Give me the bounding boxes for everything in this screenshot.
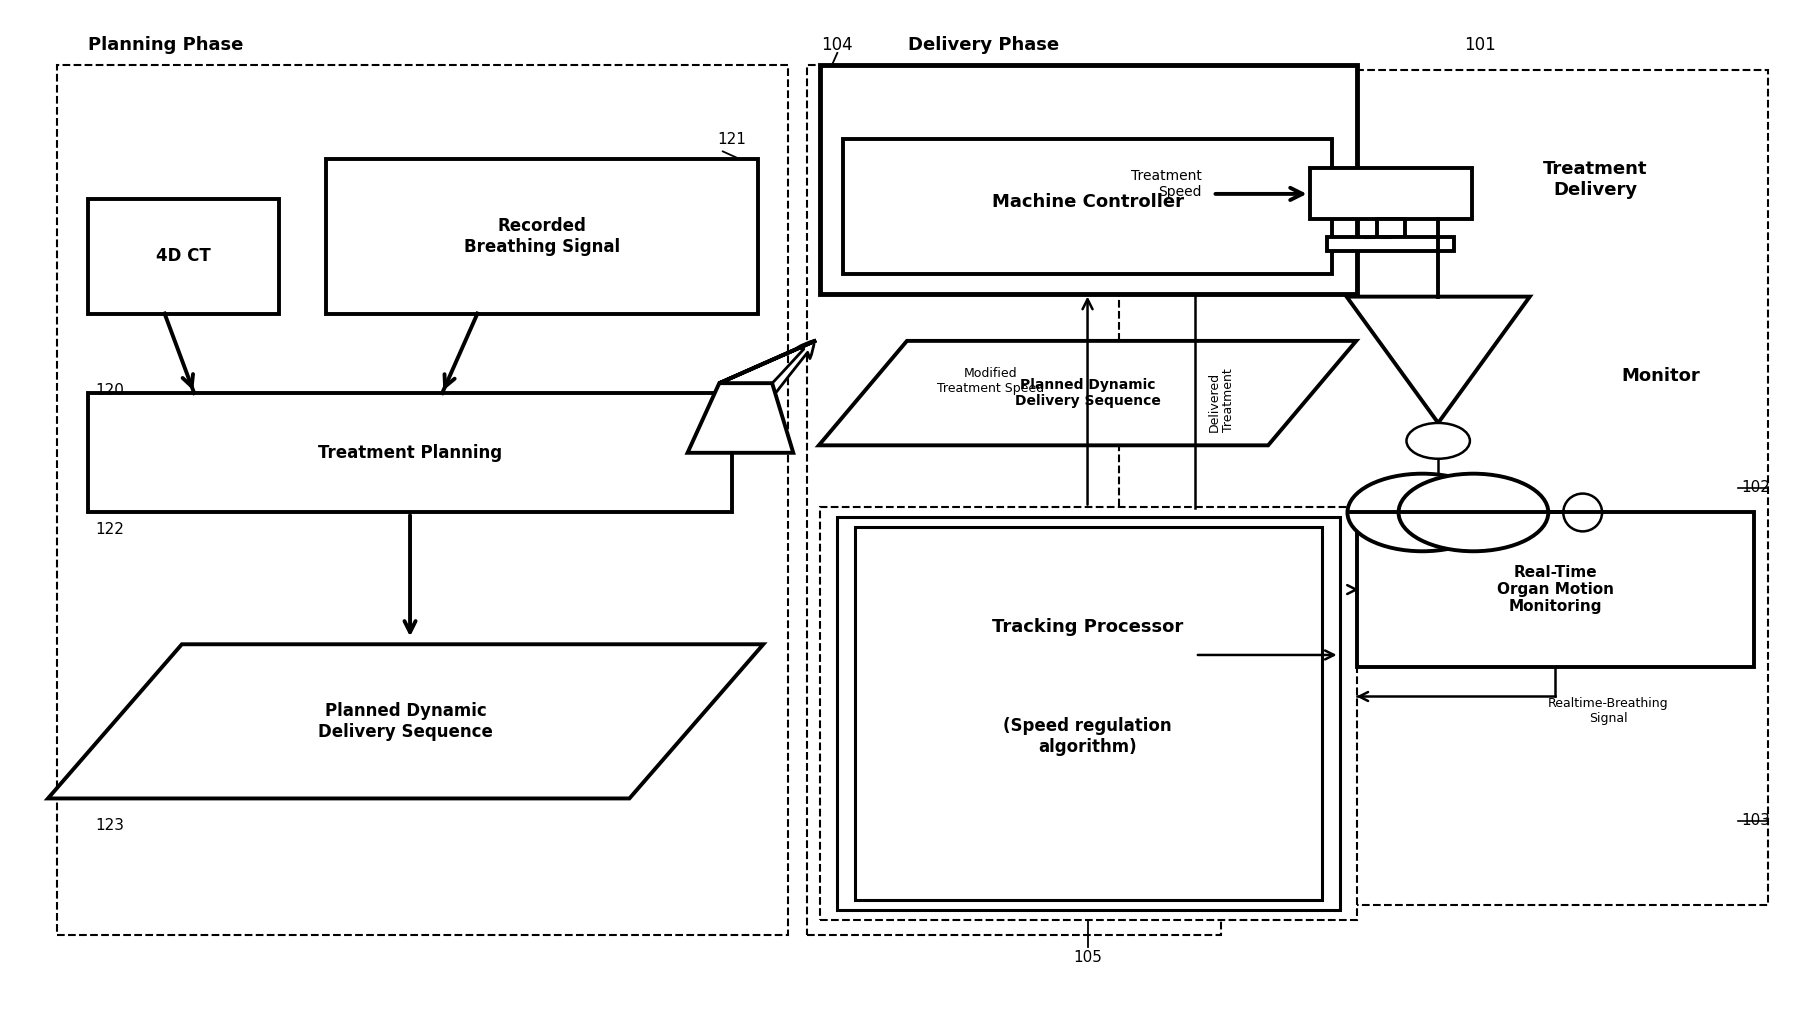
Text: Planned Dynamic
Delivery Sequence: Planned Dynamic Delivery Sequence [1014,378,1160,408]
Ellipse shape [1347,474,1498,551]
Text: 123: 123 [95,818,124,833]
Bar [327,159,759,314]
Bar [58,65,788,935]
Bar [88,199,279,314]
Text: 105: 105 [1073,950,1102,964]
Bar [1309,168,1471,219]
Bar [807,65,1221,935]
Bar [856,528,1322,900]
Bar [820,65,1357,293]
Text: Planning Phase: Planning Phase [88,36,245,54]
Bar [1357,513,1753,667]
Text: Planned Dynamic
Delivery Sequence: Planned Dynamic Delivery Sequence [318,702,493,741]
Text: Delivery Phase: Delivery Phase [908,36,1059,54]
Text: Real-Time
Organ Motion
Monitoring: Real-Time Organ Motion Monitoring [1498,564,1615,614]
Text: 101: 101 [1465,36,1496,54]
Polygon shape [49,645,764,799]
Bar [843,139,1332,274]
Text: Monitor: Monitor [1622,367,1701,386]
Text: 103: 103 [1740,813,1771,828]
Text: Modified
Treatment Speed: Modified Treatment Speed [937,366,1045,395]
Text: Treatment Planning: Treatment Planning [318,444,502,462]
Text: (Speed regulation
algorithm): (Speed regulation algorithm) [1003,717,1172,756]
Bar [838,518,1340,910]
Bar [1118,70,1767,905]
Bar [88,393,732,513]
Text: 121: 121 [717,132,746,147]
Text: 102: 102 [1740,480,1769,495]
Text: Delivered
Treatment: Delivered Treatment [1208,368,1235,432]
Text: Tracking Processor: Tracking Processor [992,618,1183,635]
Bar [1377,219,1404,238]
Text: Realtime-Breathing
Signal: Realtime-Breathing Signal [1548,697,1669,726]
Text: 122: 122 [95,522,124,537]
Bar [820,508,1357,921]
Text: 120: 120 [95,383,124,398]
Circle shape [1406,423,1471,459]
Text: Treatment
Speed: Treatment Speed [1131,168,1203,199]
Polygon shape [1347,296,1530,423]
Polygon shape [687,340,816,453]
Text: Machine Controller: Machine Controller [991,193,1183,211]
Bar [1327,238,1455,251]
Text: 4D CT: 4D CT [156,248,210,265]
Text: Treatment
Delivery: Treatment Delivery [1543,160,1647,199]
Ellipse shape [1399,474,1548,551]
Text: 104: 104 [822,36,852,54]
Ellipse shape [1562,493,1602,532]
Polygon shape [818,341,1356,446]
Text: Recorded
Breathing Signal: Recorded Breathing Signal [464,217,620,256]
